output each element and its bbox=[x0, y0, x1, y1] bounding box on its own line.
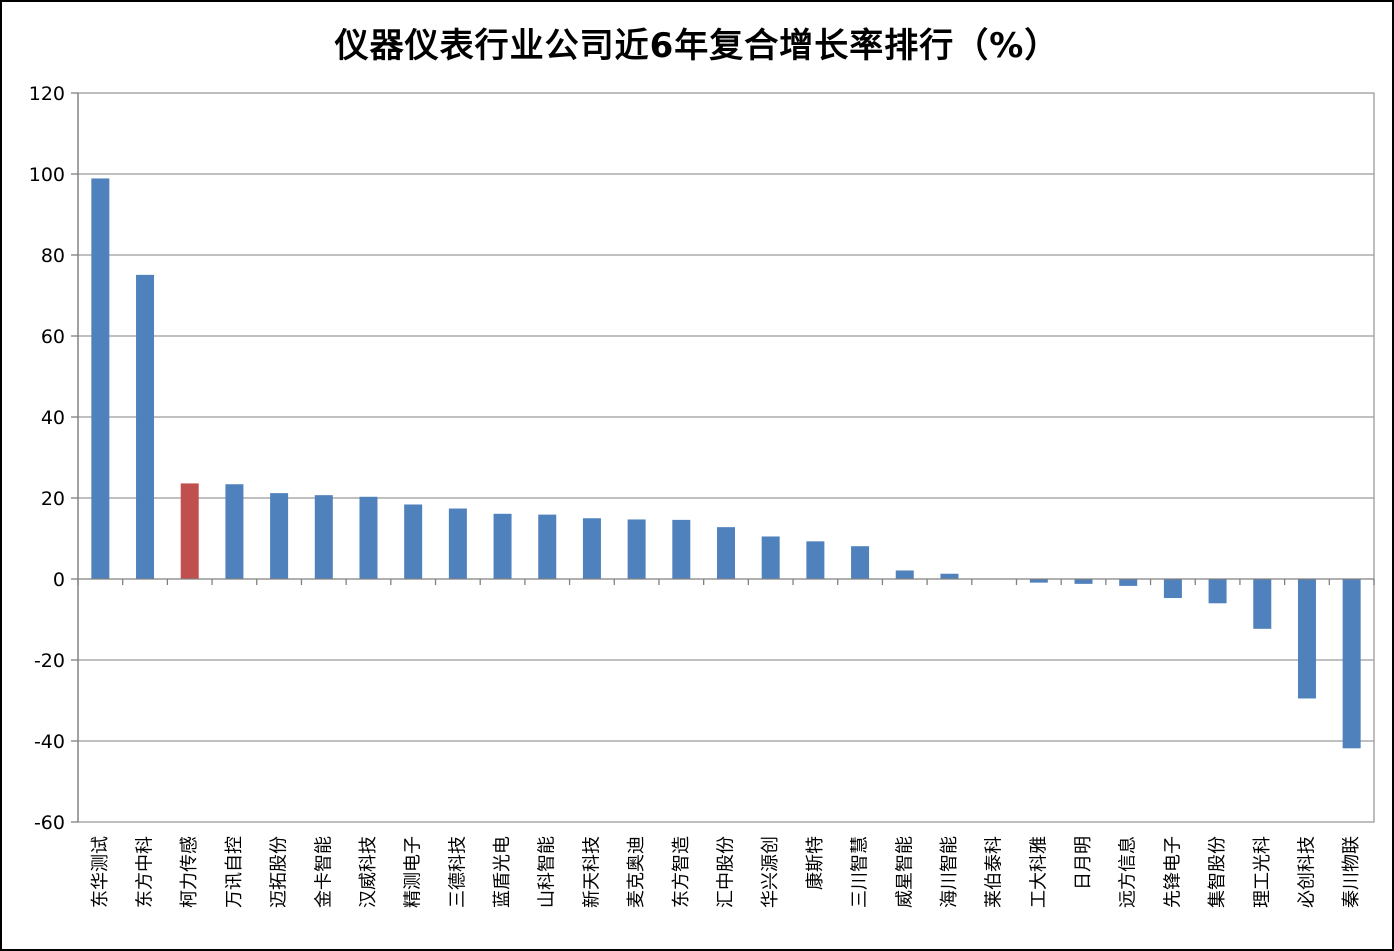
bar bbox=[225, 484, 244, 579]
x-axis-label: 汉威科技 bbox=[358, 836, 379, 908]
bar bbox=[493, 513, 512, 579]
x-axis-label: 东方智造 bbox=[671, 836, 692, 908]
x-axis-label: 莱伯泰科 bbox=[984, 836, 1005, 908]
plot-border bbox=[77, 92, 1375, 823]
bar bbox=[1342, 579, 1361, 749]
bar bbox=[1119, 579, 1138, 586]
bar bbox=[1163, 579, 1182, 599]
x-axis-label: 万讯自控 bbox=[224, 836, 245, 908]
y-axis-label: 120 bbox=[29, 83, 65, 105]
bar bbox=[1029, 579, 1048, 583]
y-axis-label: 100 bbox=[29, 164, 65, 186]
chart-title: 仪器仪表行业公司近6年复合增长率排行（%） bbox=[334, 26, 1060, 66]
y-axis-label: -60 bbox=[34, 812, 65, 834]
x-axis-label: 麦克奥迪 bbox=[626, 836, 647, 908]
x-axis-label: 必创科技 bbox=[1296, 836, 1317, 908]
x-axis-label: 东华测试 bbox=[90, 836, 111, 908]
bar bbox=[717, 527, 735, 579]
bar bbox=[538, 514, 557, 579]
x-axis-label: 柯力传感 bbox=[179, 836, 200, 908]
bar bbox=[314, 495, 333, 579]
x-axis-label: 蓝盾光电 bbox=[492, 836, 513, 908]
x-axis-label: 山科智能 bbox=[537, 836, 558, 908]
bar bbox=[136, 274, 155, 579]
y-axis-label: 0 bbox=[53, 569, 65, 591]
x-axis-label: 迈拓股份 bbox=[269, 836, 290, 908]
x-axis-label: 理工光科 bbox=[1252, 836, 1273, 908]
y-axis-label: 20 bbox=[41, 488, 65, 510]
bar bbox=[180, 483, 199, 579]
x-axis-label: 金卡智能 bbox=[313, 836, 334, 908]
bar bbox=[895, 570, 914, 579]
y-axis-label: 60 bbox=[41, 326, 65, 348]
x-axis-label: 三川智慧 bbox=[850, 836, 871, 908]
x-axis-label: 汇中股份 bbox=[716, 836, 737, 908]
y-axis-label: -40 bbox=[34, 731, 65, 753]
bar bbox=[1208, 579, 1227, 604]
bar bbox=[940, 573, 959, 579]
bar bbox=[582, 518, 601, 579]
x-axis-label: 日月明 bbox=[1073, 836, 1094, 890]
x-axis-label: 远方信息 bbox=[1118, 836, 1139, 908]
x-axis-label: 海川智能 bbox=[939, 836, 960, 908]
bar bbox=[761, 536, 780, 579]
x-axis-label: 工大科雅 bbox=[1028, 836, 1049, 908]
x-axis-label: 威星智能 bbox=[894, 836, 915, 908]
bar bbox=[448, 508, 467, 579]
bar bbox=[1074, 579, 1093, 584]
bar bbox=[404, 504, 423, 579]
x-axis-label: 康斯特 bbox=[805, 836, 826, 890]
bar bbox=[1297, 579, 1316, 699]
x-axis-label: 集智股份 bbox=[1207, 836, 1228, 908]
x-axis-label: 三德科技 bbox=[447, 836, 468, 908]
bar bbox=[270, 493, 289, 579]
bar bbox=[1253, 579, 1272, 629]
y-axis-label: 80 bbox=[41, 245, 65, 267]
y-axis-label: -20 bbox=[34, 650, 65, 672]
x-axis-label: 新天科技 bbox=[581, 836, 602, 908]
bar bbox=[359, 496, 378, 579]
bar bbox=[627, 519, 646, 579]
x-axis-label: 东方中科 bbox=[135, 836, 156, 908]
bar bbox=[851, 546, 870, 579]
bar bbox=[806, 541, 825, 579]
x-axis-label: 先锋电子 bbox=[1162, 836, 1183, 908]
x-axis-label: 秦川物联 bbox=[1341, 836, 1362, 908]
y-axis-label: 40 bbox=[41, 407, 65, 429]
bar bbox=[91, 178, 110, 579]
x-axis-label: 精测电子 bbox=[403, 836, 424, 908]
bar bbox=[672, 519, 691, 579]
x-axis-label: 华兴源创 bbox=[760, 836, 781, 908]
